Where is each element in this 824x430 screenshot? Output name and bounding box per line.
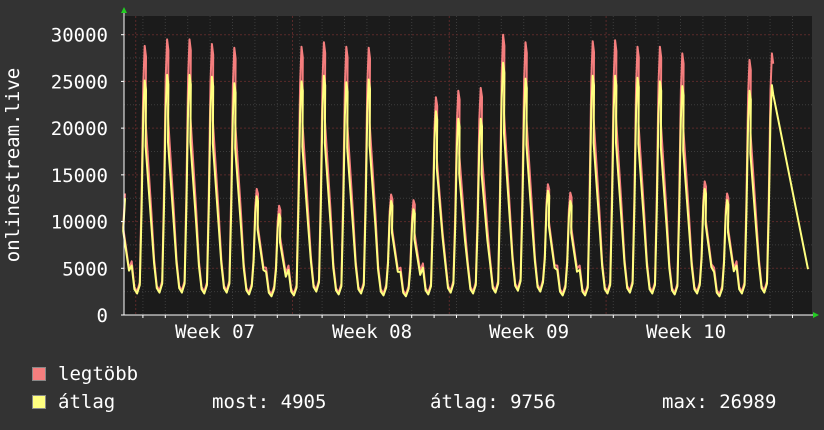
stat-average: átlag: 9756 [430,391,556,413]
y-tick-label: 25000 [51,71,108,93]
y-tick-label: 20000 [51,118,108,140]
x-tick-label: Week 10 [646,321,726,343]
legend-item-max: legtöbb [32,363,138,385]
series-line-max [122,33,775,296]
legend-swatch-average [32,395,46,409]
y-tick-label: 15000 [51,165,108,187]
x-tick-label: Week 08 [332,321,412,343]
legend-label-max: legtöbb [58,363,139,385]
x-tick-label: Week 09 [489,321,569,343]
y-tick-label: 10000 [51,212,108,234]
y-tick-label: 30000 [51,25,108,47]
legend-swatch-max [32,367,46,381]
x-axis-arrow-icon [813,312,819,318]
y-tick-label: 0 [97,305,108,327]
series-line-average [122,61,809,298]
legend-item-average: átlag [32,391,115,413]
legend-label-average: átlag [58,391,116,413]
y-axis-arrow-icon [121,7,127,13]
y-tick-label: 5000 [62,258,108,280]
x-tick-label: Week 07 [175,321,255,343]
stat-current: most: 4905 [212,391,327,413]
y-axis-label: onlinestream.live [2,68,24,262]
stat-maximum: max: 26989 [662,391,777,413]
